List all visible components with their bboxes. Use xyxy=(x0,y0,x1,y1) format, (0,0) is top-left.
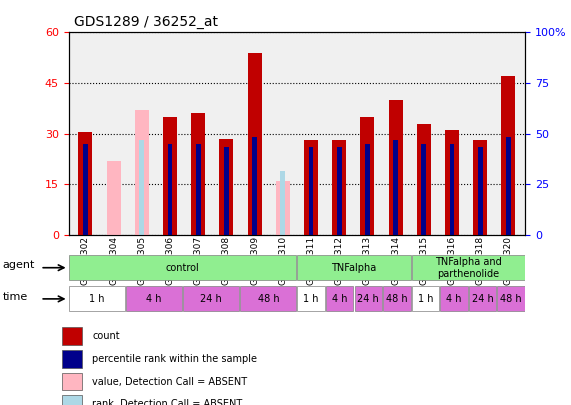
Bar xyxy=(497,286,525,311)
Bar xyxy=(240,286,296,311)
Bar xyxy=(276,181,290,235)
Bar xyxy=(126,286,182,311)
Text: 1 h: 1 h xyxy=(89,294,105,304)
Bar xyxy=(252,137,257,235)
Text: 48 h: 48 h xyxy=(386,294,408,304)
Bar xyxy=(69,286,125,311)
Text: 24 h: 24 h xyxy=(357,294,379,304)
Bar xyxy=(417,124,431,235)
Text: rank, Detection Call = ABSENT: rank, Detection Call = ABSENT xyxy=(93,399,243,405)
Text: agent: agent xyxy=(3,260,35,270)
Bar xyxy=(248,53,262,235)
Text: 48 h: 48 h xyxy=(500,294,522,304)
Text: percentile rank within the sample: percentile rank within the sample xyxy=(93,354,258,364)
Text: 4 h: 4 h xyxy=(446,294,462,304)
Bar xyxy=(167,144,172,235)
Bar xyxy=(412,286,439,311)
Bar xyxy=(478,147,482,235)
Bar xyxy=(440,286,468,311)
Bar xyxy=(304,141,318,235)
Bar xyxy=(62,395,82,405)
Bar xyxy=(332,141,346,235)
Bar xyxy=(62,350,82,368)
Text: 4 h: 4 h xyxy=(332,294,348,304)
Bar xyxy=(83,144,88,235)
Bar xyxy=(421,144,427,235)
Bar xyxy=(355,286,382,311)
Bar xyxy=(360,117,375,235)
Text: control: control xyxy=(166,263,200,273)
Bar xyxy=(139,141,144,235)
Bar xyxy=(69,255,296,280)
Text: 1 h: 1 h xyxy=(417,294,433,304)
Bar xyxy=(412,255,525,280)
Bar xyxy=(449,144,455,235)
Bar xyxy=(326,286,353,311)
Text: 24 h: 24 h xyxy=(200,294,222,304)
Bar xyxy=(280,171,286,235)
Bar xyxy=(78,132,93,235)
Bar xyxy=(365,144,370,235)
Bar xyxy=(183,286,239,311)
Bar xyxy=(393,141,398,235)
Bar xyxy=(224,147,229,235)
Bar xyxy=(62,327,82,345)
Bar xyxy=(163,117,177,235)
Text: TNFalpha: TNFalpha xyxy=(331,263,377,273)
Text: TNFalpha and
parthenolide: TNFalpha and parthenolide xyxy=(435,257,501,279)
Text: 4 h: 4 h xyxy=(146,294,162,304)
Text: time: time xyxy=(3,292,28,302)
Bar xyxy=(308,147,313,235)
Text: 24 h: 24 h xyxy=(472,294,493,304)
Bar xyxy=(219,139,234,235)
Text: GDS1289 / 36252_at: GDS1289 / 36252_at xyxy=(74,15,218,30)
Bar xyxy=(107,161,120,235)
Bar xyxy=(191,113,206,235)
Text: count: count xyxy=(93,331,120,341)
Text: 1 h: 1 h xyxy=(303,294,319,304)
Bar xyxy=(62,373,82,390)
Bar xyxy=(388,100,403,235)
Bar xyxy=(337,147,341,235)
Bar xyxy=(196,144,200,235)
Bar xyxy=(506,137,511,235)
Bar xyxy=(501,76,516,235)
Bar xyxy=(473,141,487,235)
Bar xyxy=(297,286,325,311)
Bar xyxy=(445,130,459,235)
Text: 48 h: 48 h xyxy=(258,294,279,304)
Bar xyxy=(297,255,411,280)
Bar xyxy=(135,110,149,235)
Text: value, Detection Call = ABSENT: value, Detection Call = ABSENT xyxy=(93,377,247,386)
Bar xyxy=(383,286,411,311)
Bar xyxy=(469,286,496,311)
